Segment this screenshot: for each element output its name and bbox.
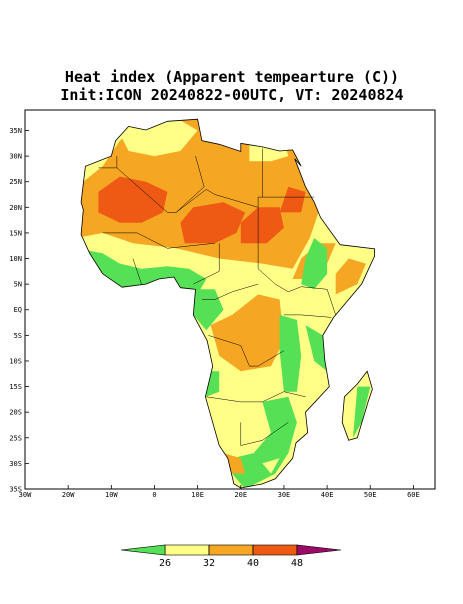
colorbar-box <box>208 544 254 556</box>
heat-region <box>193 289 224 331</box>
x-tick-label: 20E <box>234 491 247 499</box>
x-tick-label: 60E <box>407 491 420 499</box>
border <box>116 148 263 213</box>
title: Heat index (Apparent tempearture (C)) <box>65 68 399 86</box>
heat-region <box>353 386 371 438</box>
y-tick-label: 30N <box>9 153 22 161</box>
colorbar-label: 32 <box>203 558 215 569</box>
colorbar-box <box>164 544 210 556</box>
heat-region <box>305 325 328 372</box>
x-tick-label: 30E <box>278 491 291 499</box>
colorbar-low <box>120 544 166 556</box>
border <box>102 232 215 249</box>
y-tick-label: 20S <box>9 409 22 417</box>
y-tick-label: 15N <box>9 229 22 237</box>
heat-region <box>232 396 297 488</box>
y-tick-label: 10N <box>9 255 22 263</box>
y-tick-label: 10S <box>9 357 22 365</box>
heat-region <box>279 314 302 392</box>
y-tick-label: 35S <box>9 486 22 494</box>
heat-region <box>301 238 328 290</box>
heat-region <box>180 202 246 244</box>
border <box>257 207 302 293</box>
border <box>240 422 289 446</box>
y-tick-label: 5N <box>14 281 22 289</box>
border <box>193 243 220 285</box>
y-tick-label: 5S <box>14 332 22 340</box>
x-tick-label: 50E <box>364 491 377 499</box>
x-tick-label: 0 <box>152 491 156 499</box>
x-tick-label: 20W <box>62 491 75 499</box>
heat-region <box>335 258 366 295</box>
colorbar-label: 26 <box>159 558 171 569</box>
subtitle: Init:ICON 20240822-00UTC, VT: 20240824 <box>60 86 403 104</box>
border <box>201 283 259 300</box>
border <box>132 258 142 285</box>
y-tick-label: 30S <box>9 460 22 468</box>
y-tick-label: 15S <box>9 383 22 391</box>
heat-region <box>210 294 284 372</box>
border <box>208 335 285 367</box>
coastline <box>80 118 376 489</box>
x-tick-label: 10E <box>191 491 204 499</box>
border <box>206 391 306 403</box>
y-tick-label: EQ <box>14 306 22 314</box>
heat-region <box>223 453 246 474</box>
x-tick-label: 40E <box>321 491 334 499</box>
coastline <box>341 370 373 441</box>
colorbar-label: 48 <box>291 558 303 569</box>
x-tick-label: 10W <box>105 491 118 499</box>
heat-region <box>262 458 280 474</box>
border <box>301 286 336 315</box>
y-tick-label: 25N <box>9 178 22 186</box>
y-tick-label: 35N <box>9 127 22 135</box>
border <box>283 314 332 318</box>
heat-region <box>240 207 284 244</box>
border <box>175 156 205 213</box>
colorbar-high <box>296 544 342 556</box>
x-tick-label: 30W <box>19 491 32 499</box>
heat-region <box>98 176 168 223</box>
colorbar-box <box>252 544 298 556</box>
y-tick-label: 25S <box>9 434 22 442</box>
y-tick-label: 20N <box>9 204 22 212</box>
colorbar-label: 40 <box>247 558 259 569</box>
heat-region <box>279 186 306 213</box>
